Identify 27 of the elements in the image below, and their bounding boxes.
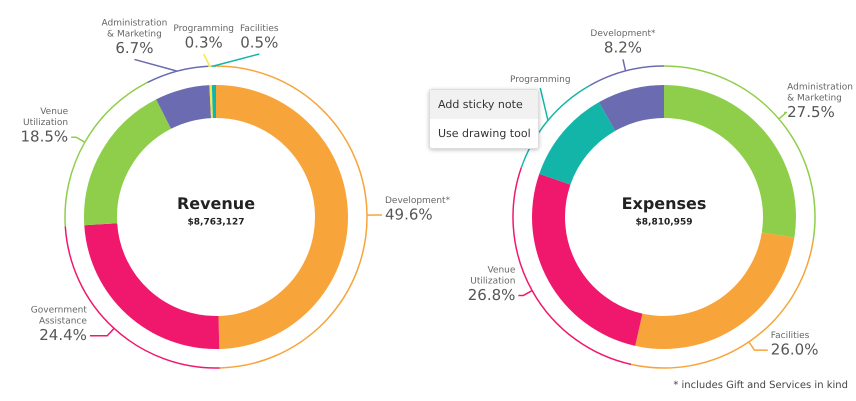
slice-label: Government Assistance [30, 306, 88, 327]
data-label: 18.5% [20, 128, 68, 146]
data-label: 0.5% [240, 33, 278, 52]
slice-label: Programming [173, 24, 234, 34]
text: Expenses [622, 194, 706, 214]
text: $8,763,127 [188, 217, 244, 228]
text: $8,810,959 [636, 217, 692, 228]
slice-label: Administration & Marketing [787, 82, 854, 104]
data-label: 27.5% [787, 102, 835, 121]
text: * includes Gift and Services in kind [673, 380, 848, 391]
data-label: 0.3% [184, 34, 223, 52]
slice-label: Facilities [770, 331, 810, 342]
slice-label: Programming [510, 74, 571, 85]
data-label: 8.2% [604, 38, 642, 57]
slice-label: Facilities [240, 24, 279, 34]
slice-label: Development* [590, 29, 656, 40]
data-label: 26.8% [468, 286, 516, 304]
slice-label: Venue Utilization [23, 107, 69, 128]
text: Revenue [176, 194, 256, 214]
slice-label: Venue Utilization [470, 265, 516, 286]
data-label: 49.6% [384, 205, 433, 224]
slice-label: Administration & Marketing [101, 18, 168, 40]
data-label: 6.7% [115, 38, 154, 57]
data-label: 24.4% [39, 326, 87, 344]
context-menu: Add sticky note Use drawing tool [429, 89, 539, 149]
data-label: 26.0% [770, 340, 818, 359]
slice-label: Development* [384, 196, 451, 206]
